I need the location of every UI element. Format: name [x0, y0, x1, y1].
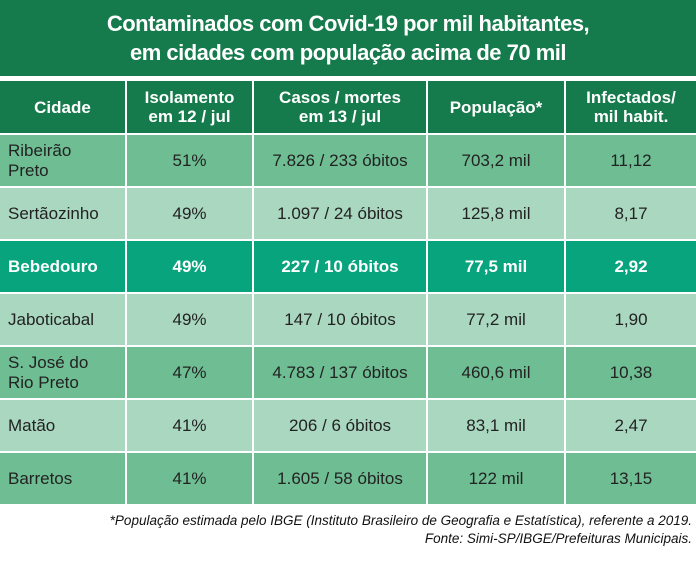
footnote: *População estimada pelo IBGE (Instituto… — [109, 513, 692, 528]
cell-city: Matão — [0, 398, 127, 453]
table-row: Matão 41% 206 / 6 óbitos 83,1 mil 2,47 — [0, 398, 696, 453]
city-name-line: Matão — [8, 415, 56, 435]
column-header: Infectados/mil habit. — [564, 79, 696, 135]
city-name-line: Ribeirão — [8, 140, 72, 160]
cell-infectados: 13,15 — [564, 451, 696, 506]
city-name-line: Preto — [8, 160, 49, 180]
cell-isolamento: 41% — [125, 451, 254, 506]
column-header-line: em 12 / jul — [148, 107, 231, 126]
infographic-table: Contaminados com Covid-19 por mil habita… — [0, 0, 696, 548]
table-row: Jaboticabal 49% 147 / 10 óbitos 77,2 mil 1,9… — [0, 292, 696, 347]
title-line-1: Contaminados com Covid-19 por mil habita… — [106, 11, 590, 36]
cell-populacao: 77,2 mil — [426, 292, 566, 347]
footnotes: *População estimada pelo IBGE (Instituto… — [0, 506, 696, 548]
cell-isolamento: 49% — [125, 186, 254, 241]
cell-populacao: 83,1 mil — [426, 398, 566, 453]
cell-infectados: 11,12 — [564, 133, 696, 188]
city-name-line: Barretos — [8, 468, 73, 488]
source: Fonte: Simi-SP/IBGE/Prefeituras Municipa… — [424, 531, 692, 546]
header-row: Cidade Isolamento em 12 / jul Casos / morte… — [0, 79, 696, 135]
cell-isolamento: 41% — [125, 398, 254, 453]
table-row: Bebedouro 49% 227 / 10 óbitos 77,5 mil 2,92 — [0, 239, 696, 294]
cell-infectados: 2,92 — [564, 239, 696, 294]
column-header: Cidade — [0, 79, 127, 135]
cell-infectados: 2,47 — [564, 398, 696, 453]
city-name-line: Bebedouro — [8, 256, 98, 276]
cell-isolamento: 51% — [125, 133, 254, 188]
cell-populacao: 703,2 mil — [426, 133, 566, 188]
cell-casos: 7.826 / 233 óbitos — [252, 133, 428, 188]
city-name-line: Rio Preto — [8, 372, 79, 392]
column-header: População* — [426, 79, 566, 135]
table-title: Contaminados com Covid-19 por mil habita… — [0, 0, 696, 76]
city-name-line: S. José do — [8, 352, 89, 372]
column-header: Casos / mortes em 13 / jul — [252, 79, 428, 135]
cell-infectados: 1,90 — [564, 292, 696, 347]
cell-isolamento: 47% — [125, 345, 254, 400]
column-header-line: Cidade — [34, 97, 91, 117]
cell-city: Bebedouro — [0, 239, 127, 294]
title-line-2: em cidades com população acima de 70 mil — [129, 40, 567, 65]
cell-city: Sertãozinho — [0, 186, 127, 241]
column-header-line: População* — [449, 97, 543, 117]
city-name-line: Sertãozinho — [8, 203, 99, 223]
city-name-line: Jaboticabal — [8, 309, 95, 329]
table-row: Sertãozinho 49% 1.097 / 24 óbitos 125,8 mil… — [0, 186, 696, 241]
cell-infectados: 8,17 — [564, 186, 696, 241]
cell-populacao: 125,8 mil — [426, 186, 566, 241]
cell-casos: 1.605 / 58 óbitos — [252, 451, 428, 506]
column-header-line: Infectados/ — [586, 88, 676, 107]
cell-casos: 1.097 / 24 óbitos — [252, 186, 428, 241]
cell-populacao: 460,6 mil — [426, 345, 566, 400]
cell-city: Barretos — [0, 451, 127, 506]
cell-infectados: 10,38 — [564, 345, 696, 400]
cell-populacao: 77,5 mil — [426, 239, 566, 294]
table-row: Barretos 41% 1.605 / 58 óbitos 122 mil 13,15 — [0, 451, 696, 506]
column-header-line: Casos / mortes — [279, 88, 401, 107]
cell-city: Ribeirão Preto — [0, 133, 127, 188]
column-header-line: em 13 / jul — [298, 107, 382, 126]
data-table: Cidade Isolamento em 12 / jul Casos / morte… — [0, 79, 696, 506]
cell-casos: 147 / 10 óbitos — [252, 292, 428, 347]
cell-casos: 227 / 10 óbitos — [252, 239, 428, 294]
cell-populacao: 122 mil — [426, 451, 566, 506]
cell-isolamento: 49% — [125, 239, 254, 294]
column-header: Isolamento em 12 / jul — [125, 79, 254, 135]
cell-city: Jaboticabal — [0, 292, 127, 347]
cell-casos: 206 / 6 óbitos — [252, 398, 428, 453]
cell-city: S. José do Rio Preto — [0, 345, 127, 400]
cell-casos: 4.783 / 137 óbitos — [252, 345, 428, 400]
table-row: Ribeirão Preto 51% 7.826 / 233 óbitos 703,2 … — [0, 133, 696, 188]
column-header-line: Isolamento — [144, 88, 235, 107]
column-header-line: mil habit. — [593, 107, 669, 126]
table-row: S. José do Rio Preto 47% 4.783 / 137 óbitos… — [0, 345, 696, 400]
cell-isolamento: 49% — [125, 292, 254, 347]
